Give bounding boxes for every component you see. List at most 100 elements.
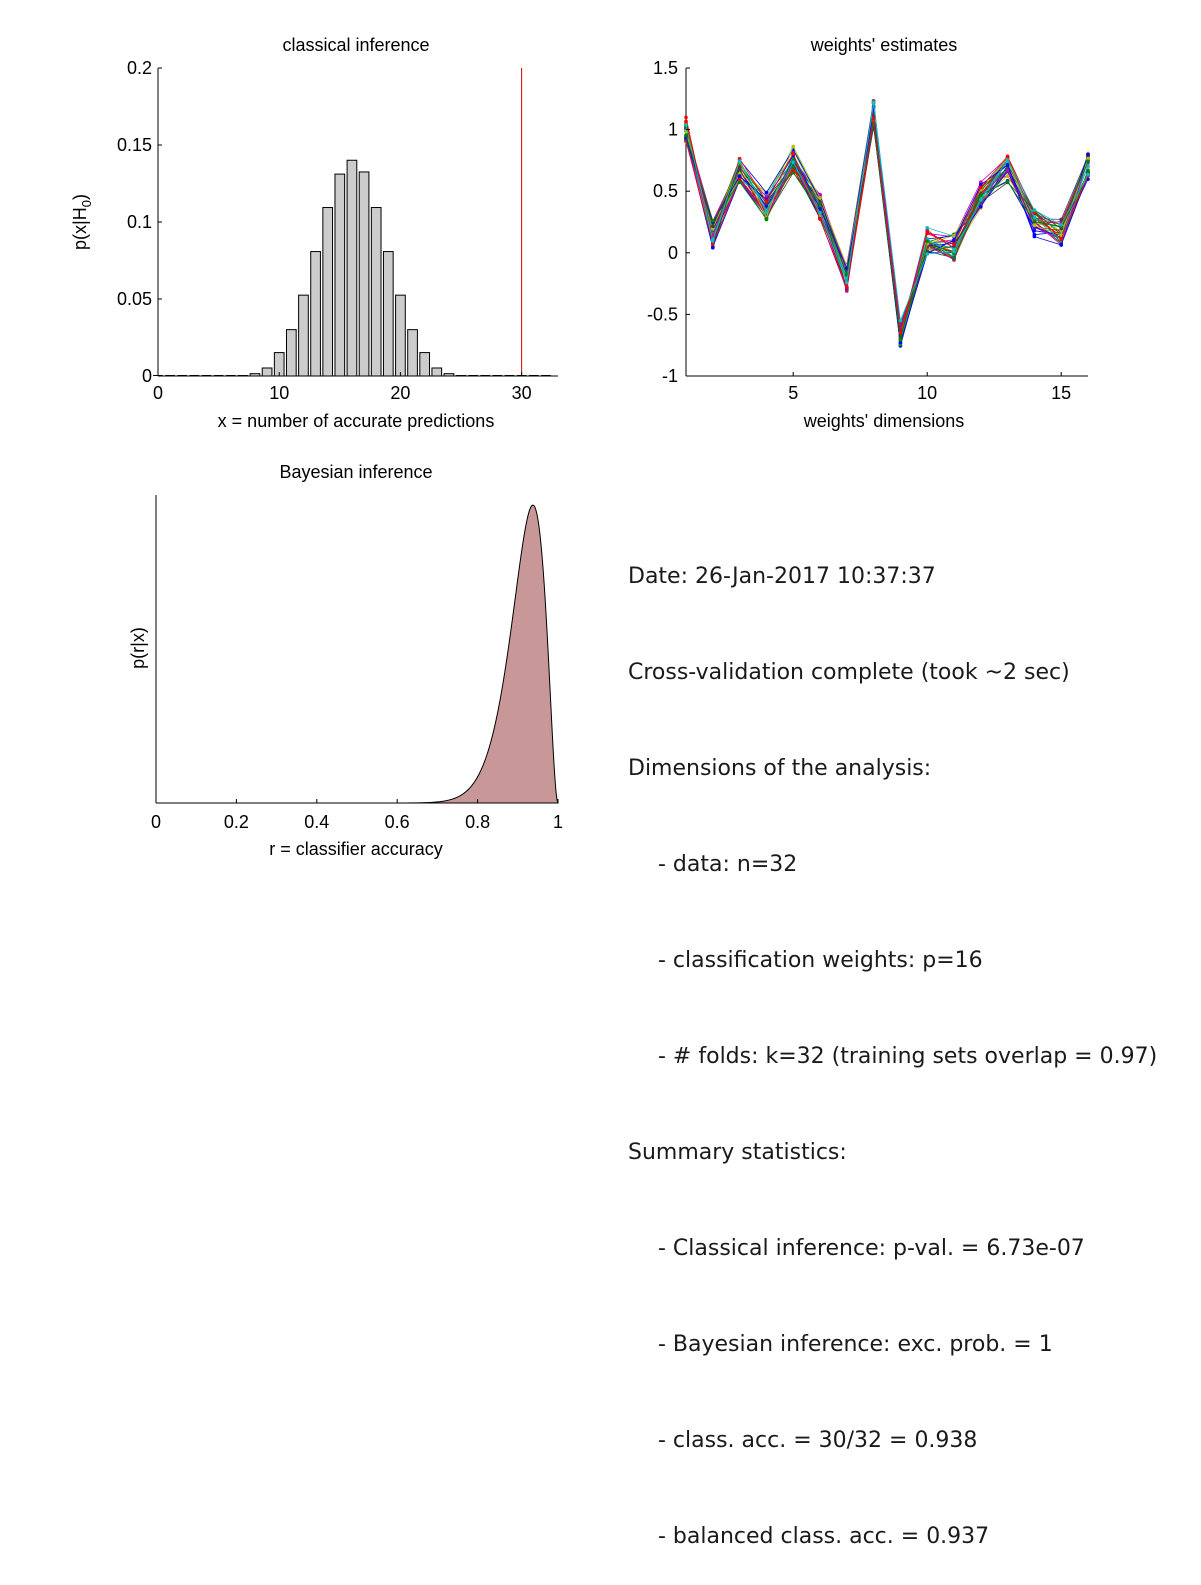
summary-data-n: - data: n=32 bbox=[628, 849, 1188, 881]
weights-point bbox=[1033, 220, 1037, 224]
p1-y-tick-label: 0.2 bbox=[127, 58, 152, 78]
summary-bayesian: - Bayesian inference: exc. prob. = 1 bbox=[628, 1329, 1188, 1361]
summary-class-acc: - class. acc. = 30/32 = 0.938 bbox=[628, 1425, 1188, 1457]
p2-y-tick-label: -1 bbox=[662, 366, 678, 386]
bar bbox=[262, 368, 272, 376]
weights-xlabel: weights' dimensions bbox=[803, 411, 965, 431]
weights-point bbox=[899, 331, 903, 335]
weights-point bbox=[684, 123, 688, 127]
weights-point bbox=[1059, 243, 1063, 247]
weights-point bbox=[1006, 155, 1010, 159]
summary-balanced-acc: - balanced class. acc. = 0.937 bbox=[628, 1521, 1188, 1553]
p1-x-tick-label: 10 bbox=[269, 383, 289, 403]
weights-point bbox=[1086, 153, 1090, 157]
weights-point bbox=[765, 200, 769, 204]
bayesian-inference-panel: Bayesian inference p(r|x) 0 0.2 0.4 0.6 0.8 1… bbox=[128, 462, 563, 859]
bayesian-ylabel: p(r|x) bbox=[128, 627, 148, 669]
bar bbox=[286, 330, 296, 376]
weights-point bbox=[738, 180, 742, 184]
summary-status: Cross-validation complete (took ~2 sec) bbox=[628, 657, 1188, 689]
classical-ylabel: p(x|H0) bbox=[70, 194, 94, 250]
p2-y-tick-label: 0.5 bbox=[653, 181, 678, 201]
weights-point bbox=[1033, 235, 1037, 239]
weights-point bbox=[818, 202, 822, 206]
weights-point bbox=[1059, 218, 1063, 222]
weights-point bbox=[979, 205, 983, 209]
weights-point bbox=[765, 191, 769, 195]
weights-point bbox=[925, 232, 929, 236]
weights-point bbox=[925, 239, 929, 243]
weights-point bbox=[952, 256, 956, 260]
p2-x-tick-label: 10 bbox=[917, 383, 937, 403]
classical-inference-panel: classical inference p(x|H0) 0 10 20 30 0 0.05… bbox=[70, 35, 558, 431]
weights-point bbox=[979, 193, 983, 197]
weights-point bbox=[711, 238, 715, 242]
weights-point bbox=[1059, 223, 1063, 227]
weights-point bbox=[872, 117, 876, 121]
weights-point bbox=[925, 252, 929, 256]
classical-title: classical inference bbox=[282, 35, 429, 55]
bar bbox=[311, 252, 321, 376]
p2-x-tick-label: 15 bbox=[1051, 383, 1071, 403]
p1-y-tick-label: 0.15 bbox=[117, 135, 152, 155]
classical-plot-area: 0 10 20 30 0 0.05 0.1 0.15 0.2 bbox=[117, 58, 558, 403]
bar bbox=[335, 174, 345, 376]
bayesian-title: Bayesian inference bbox=[279, 462, 432, 482]
p2-y-tick-label: 1.5 bbox=[653, 58, 678, 78]
weights-point bbox=[899, 319, 903, 323]
p3-x-tick-label: 0 bbox=[151, 812, 161, 832]
weights-title: weights' estimates bbox=[810, 35, 958, 55]
weights-series-line bbox=[686, 124, 1088, 340]
p3-x-tick-label: 0.6 bbox=[385, 812, 410, 832]
p1-x-tick-label: 20 bbox=[390, 383, 410, 403]
weights-point bbox=[818, 217, 822, 221]
weights-series-line bbox=[686, 117, 1088, 332]
weights-series-line bbox=[686, 115, 1088, 327]
bar bbox=[250, 374, 260, 376]
p1-x-tick-label: 30 bbox=[512, 383, 532, 403]
weights-point bbox=[1006, 163, 1010, 167]
weights-point bbox=[1006, 158, 1010, 162]
p3-x-tick-label: 0.4 bbox=[304, 812, 329, 832]
p1-y-tick-label: 0.1 bbox=[127, 212, 152, 232]
weights-point bbox=[818, 211, 822, 215]
bar bbox=[383, 252, 393, 376]
weights-point bbox=[1006, 180, 1010, 184]
weights-point bbox=[979, 198, 983, 202]
weights-point bbox=[711, 224, 715, 228]
weights-point bbox=[1033, 208, 1037, 212]
weights-point bbox=[684, 116, 688, 120]
bar bbox=[371, 208, 381, 376]
p3-x-tick-label: 0.2 bbox=[224, 812, 249, 832]
bar bbox=[420, 353, 430, 376]
p1-y-tick-label: 0 bbox=[142, 366, 152, 386]
p1-x-tick-label: 0 bbox=[153, 383, 163, 403]
weights-point bbox=[791, 145, 795, 149]
summary-folds: - # folds: k=32 (training sets overlap =… bbox=[628, 1041, 1188, 1073]
weights-point bbox=[765, 208, 769, 212]
summary-classical: - Classical inference: p-val. = 6.73e-07 bbox=[628, 1233, 1188, 1265]
posterior-density-area bbox=[257, 505, 559, 803]
bayesian-plot-area: 0 0.2 0.4 0.6 0.8 1 bbox=[151, 495, 563, 832]
classical-xlabel: x = number of accurate predictions bbox=[218, 411, 495, 431]
weights-point bbox=[952, 250, 956, 254]
p2-y-tick-label: 1 bbox=[668, 120, 678, 140]
weights-point bbox=[711, 246, 715, 250]
weights-point bbox=[845, 281, 849, 285]
p3-x-tick-label: 1 bbox=[553, 812, 563, 832]
p3-x-tick-label: 0.8 bbox=[465, 812, 490, 832]
summary-weights-p: - classification weights: p=16 bbox=[628, 945, 1188, 977]
bar bbox=[444, 374, 454, 376]
p1-y-tick-label: 0.05 bbox=[117, 289, 152, 309]
p2-x-tick-label: 5 bbox=[788, 383, 798, 403]
weights-point bbox=[1033, 229, 1037, 233]
weights-point bbox=[952, 243, 956, 247]
weights-point bbox=[791, 152, 795, 156]
weights-point bbox=[738, 159, 742, 163]
bar bbox=[323, 208, 333, 376]
bar bbox=[408, 330, 418, 376]
bar bbox=[299, 295, 309, 376]
weights-point bbox=[711, 219, 715, 223]
